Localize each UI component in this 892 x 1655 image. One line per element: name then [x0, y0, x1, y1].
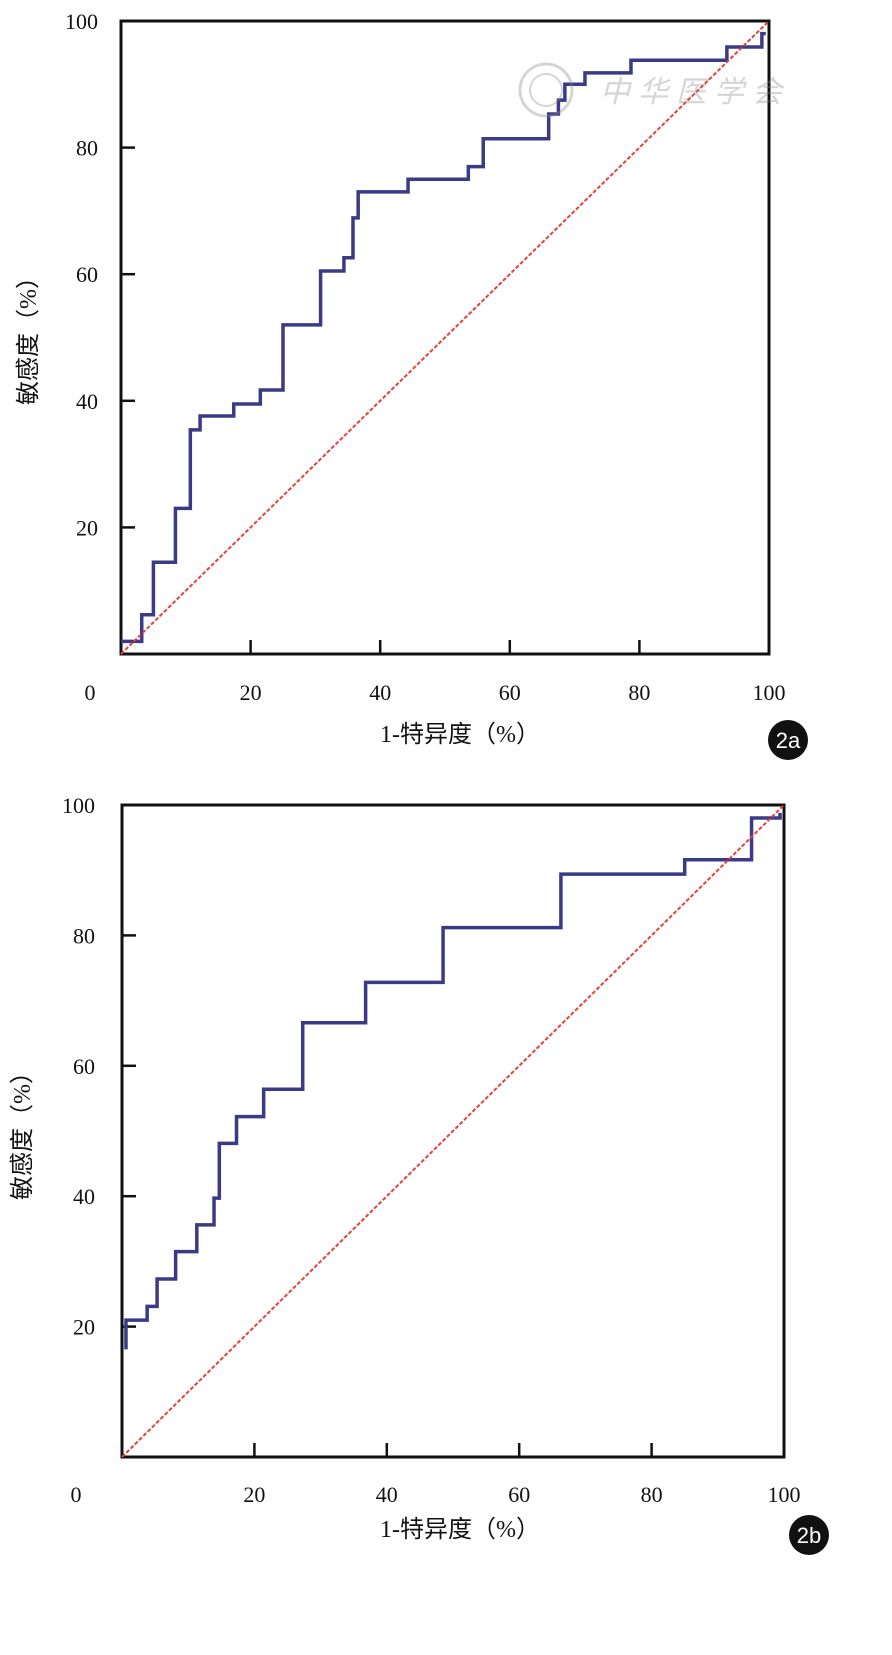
- x-tick-label: 60: [499, 680, 521, 705]
- plot-frame: [119, 19, 771, 656]
- watermark-seal-icon: [518, 62, 574, 118]
- y-tick-label: 40: [73, 1184, 95, 1209]
- reference-diagonal-line: [120, 20, 770, 655]
- chart-panel-2a: 20 40 60 80 100 20 40 60 80 100 0 1-特异度（%） 敏感度（%） 2a: [15, 9, 808, 760]
- panel-label: 2b: [797, 1523, 821, 1548]
- panel-label-circle: [768, 720, 808, 760]
- x-tick-label: 80: [628, 680, 650, 705]
- y-tick-label: 60: [73, 1054, 95, 1079]
- x-tick-label: 100: [768, 1482, 801, 1507]
- y-tick-label: 100: [65, 9, 98, 34]
- x-tick-label: 80: [641, 1482, 663, 1507]
- plot-frame: [120, 803, 786, 1459]
- x-tick-label: 100: [753, 680, 786, 705]
- x-tick-label: 40: [376, 1482, 398, 1507]
- x-tick-label: 60: [508, 1482, 530, 1507]
- y-tick-label: 20: [73, 1315, 95, 1340]
- y-tick-label: 60: [76, 262, 98, 287]
- x-tick-label: 20: [240, 680, 262, 705]
- chart-panel-2b: 20 40 60 80 100 20 40 60 80 100 0 1-特异度（%） 敏感度（%） 2b: [9, 793, 829, 1555]
- watermark-text: 中华医学会: [600, 75, 790, 110]
- y-axis-title: 敏感度（%）: [9, 1060, 36, 1200]
- roc-curve-line: [121, 31, 766, 644]
- origin-label: 0: [85, 680, 96, 705]
- y-tick-label: 80: [73, 923, 95, 948]
- x-axis-title: 1-特异度（%）: [380, 721, 540, 748]
- panel-label-badge: 2a: [768, 720, 808, 760]
- x-tick-label: 20: [243, 1482, 265, 1507]
- watermark-seal-inner-icon: [529, 73, 563, 107]
- x-axis-title: 1-特异度（%）: [380, 1516, 540, 1543]
- origin-label: 0: [71, 1482, 82, 1507]
- panel-label-circle: [789, 1515, 829, 1555]
- panel-label: 2a: [776, 728, 801, 753]
- y-tick-label: 20: [76, 515, 98, 540]
- y-tick-label: 80: [76, 136, 98, 161]
- y-tick-label: 100: [62, 793, 95, 818]
- reference-diagonal-line: [121, 804, 785, 1458]
- roc-curve-line: [124, 812, 782, 1350]
- y-tick-label: 40: [76, 389, 98, 414]
- panel-label-badge: 2b: [789, 1515, 829, 1555]
- x-tick-label: 40: [369, 680, 391, 705]
- y-axis-title: 敏感度（%）: [15, 265, 42, 405]
- watermark-logo: 中华医学会: [518, 62, 790, 118]
